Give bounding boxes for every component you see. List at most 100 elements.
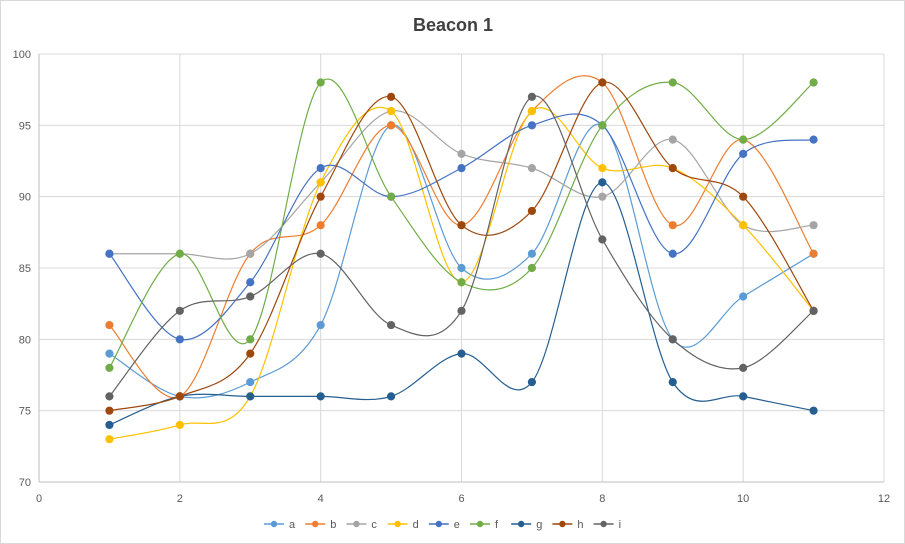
data-point-b [105, 320, 114, 330]
data-point-d [739, 221, 748, 230]
y-tick-label: 95 [19, 120, 31, 132]
data-point-a [246, 378, 255, 387]
data-point-c [668, 135, 677, 144]
data-point-b [316, 221, 325, 230]
data-point-h [316, 192, 325, 201]
legend-label-c: c [371, 519, 377, 531]
series-line-i [108, 95, 814, 397]
y-tick-label: 75 [19, 406, 31, 418]
legend-label-b: b [330, 519, 336, 531]
legend-item-h: h [552, 519, 584, 531]
data-point-a [105, 349, 114, 358]
data-point-d [105, 435, 114, 444]
data-point-f [246, 335, 255, 344]
data-point-f [316, 78, 325, 87]
data-point-h [739, 192, 748, 201]
data-point-d [598, 164, 607, 173]
data-point-d [527, 106, 537, 116]
chart-title: Beacon 1 [413, 15, 493, 35]
data-point-g [668, 378, 677, 387]
legend-item-c: c [346, 519, 377, 531]
data-point-d [386, 106, 396, 116]
legend-swatch-marker [270, 520, 278, 528]
data-point-i [246, 292, 255, 301]
data-point-e [457, 164, 466, 173]
legend-item-g: g [511, 519, 542, 531]
data-point-h [598, 78, 607, 87]
data-point-g [316, 392, 325, 401]
data-point-i [527, 92, 537, 101]
data-point-b [386, 121, 396, 130]
data-point-i [668, 335, 677, 344]
data-point-f [527, 263, 537, 273]
data-point-g [246, 392, 255, 401]
data-point-e [316, 164, 325, 173]
data-point-h [386, 92, 396, 101]
data-point-e [809, 135, 818, 144]
x-tick-label: 8 [599, 493, 605, 505]
data-point-f [668, 78, 677, 87]
data-point-c [527, 164, 537, 173]
data-point-i [316, 249, 325, 258]
legend-label-d: d [413, 519, 419, 531]
x-tick-label: 2 [177, 493, 183, 505]
legend-swatch-marker [353, 520, 360, 528]
data-point-h [105, 406, 114, 415]
data-point-g [105, 420, 114, 430]
data-point-h [527, 206, 537, 216]
data-point-e [105, 249, 114, 258]
data-point-h [668, 164, 677, 173]
legend-swatch-marker [394, 520, 401, 528]
data-point-h [457, 221, 466, 230]
data-point-g [386, 392, 396, 401]
legend-item-i: i [593, 519, 621, 531]
data-point-f [809, 78, 818, 87]
x-tick-label: 4 [318, 493, 324, 505]
y-tick-label: 80 [19, 334, 31, 346]
legend-label-e: e [454, 519, 460, 531]
x-tick-label: 12 [878, 493, 890, 505]
data-point-a [457, 263, 466, 273]
data-point-c [457, 149, 466, 158]
data-point-i [386, 320, 396, 330]
data-point-i [457, 306, 466, 315]
legend-label-f: f [495, 519, 499, 531]
data-point-g [457, 349, 466, 358]
data-point-a [739, 292, 748, 301]
x-tick-label: 6 [458, 493, 464, 505]
axes [38, 54, 884, 483]
data-point-b [668, 221, 677, 230]
x-tick-label: 0 [36, 493, 42, 505]
y-tick-label: 100 [13, 49, 31, 61]
data-point-c [246, 249, 255, 258]
data-point-g [598, 178, 607, 187]
series-points [105, 78, 818, 444]
x-tick-label: 10 [737, 493, 749, 505]
y-tick-labels: 70 75 80 85 90 95 100 [13, 49, 31, 489]
data-point-f [739, 135, 748, 144]
data-point-h [246, 349, 255, 358]
legend-swatch-marker [600, 520, 607, 528]
data-point-f [386, 192, 396, 201]
legend-label-a: a [289, 519, 296, 531]
legend-item-f: f [470, 519, 499, 531]
data-point-f [598, 121, 607, 130]
data-point-g [527, 378, 537, 387]
legend-swatch-marker [435, 520, 442, 528]
data-point-i [739, 363, 748, 372]
data-point-i [175, 306, 184, 315]
y-tick-label: 85 [19, 263, 31, 275]
legend: a b c d e f g h i [264, 519, 621, 531]
data-point-f [105, 363, 114, 372]
data-point-d [175, 420, 184, 430]
data-point-e [527, 121, 537, 130]
y-tick-label: 90 [19, 192, 31, 204]
data-point-e [175, 335, 184, 344]
x-tick-labels: 0 2 4 6 8 10 12 [36, 493, 890, 505]
legend-item-d: d [387, 519, 419, 531]
data-point-c [809, 221, 818, 230]
data-point-f [457, 278, 466, 287]
legend-item-b: b [305, 519, 336, 531]
